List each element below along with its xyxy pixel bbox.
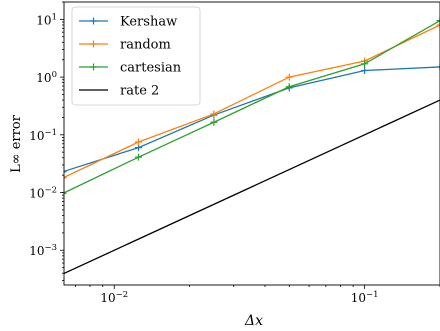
data-point xyxy=(436,63,440,71)
series-line-0 xyxy=(64,66,440,173)
y-tick-label: 100 xyxy=(36,70,57,85)
y-axis-label: L∞ error xyxy=(9,114,24,173)
legend-label: Kershaw xyxy=(120,15,177,30)
data-point xyxy=(361,67,369,75)
legend-entry-1: random xyxy=(79,38,171,53)
x-tick-label: 10−1 xyxy=(351,290,379,305)
series-line-2 xyxy=(64,20,440,194)
data-point xyxy=(285,83,293,91)
legend-entry-0: Kershaw xyxy=(79,15,177,30)
legend-entry-2: cartesian xyxy=(79,61,182,76)
data-point xyxy=(64,192,67,194)
series-3 xyxy=(64,99,440,275)
data-point xyxy=(135,138,143,146)
y-tick-label: 101 xyxy=(36,12,57,27)
data-point xyxy=(64,171,67,173)
data-point xyxy=(210,118,218,126)
x-axis-label: Δx xyxy=(244,313,263,329)
series-2 xyxy=(64,17,440,194)
legend-marker xyxy=(90,63,97,71)
data-point xyxy=(436,21,440,29)
legend-label: cartesian xyxy=(120,61,182,76)
legend-box xyxy=(71,6,201,106)
y-tick-label: 10−3 xyxy=(29,243,57,258)
legend-entry-3: rate 2 xyxy=(79,84,159,99)
data-point xyxy=(285,73,293,81)
legend: Kershaw random cartesian rate 2 xyxy=(71,6,201,106)
data-point xyxy=(210,110,218,118)
y-tick-label: 10−1 xyxy=(29,128,57,143)
y-tick-label: 10−2 xyxy=(29,186,57,201)
series-line-1 xyxy=(64,24,440,179)
data-point xyxy=(64,177,67,179)
legend-label: rate 2 xyxy=(120,84,159,99)
legend-marker xyxy=(90,40,97,48)
series-line-3 xyxy=(64,99,440,275)
legend-label: random xyxy=(120,38,171,53)
series-layer xyxy=(64,17,440,275)
x-tick-label: 10−2 xyxy=(100,290,128,305)
data-point xyxy=(436,17,440,25)
data-point xyxy=(361,60,369,68)
data-point xyxy=(135,153,143,161)
legend-marker xyxy=(90,17,97,25)
